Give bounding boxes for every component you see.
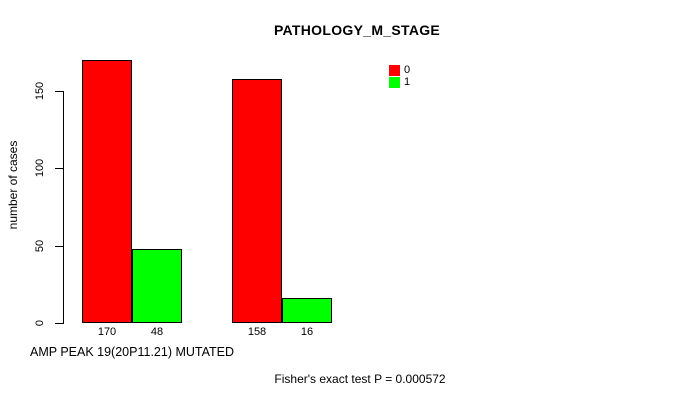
y-axis-tick-label: 50 — [34, 239, 46, 253]
y-axis-tick-label: 150 — [34, 81, 46, 101]
legend-item-0: 0 — [389, 64, 410, 76]
x-axis-title: AMP PEAK 19(20P11.21) MUTATED — [30, 345, 235, 359]
bar-series-0-group-1 — [82, 60, 132, 323]
bar-series-1-group-1 — [132, 249, 182, 323]
bar-series-1-group-2 — [282, 298, 332, 323]
y-axis-tick-label: 0 — [34, 319, 46, 327]
legend-item-1: 1 — [389, 76, 410, 88]
bar-value-label: 48 — [150, 326, 164, 338]
legend: 0 1 — [389, 64, 410, 88]
bar-value-label: 170 — [97, 326, 117, 338]
y-axis-tick — [55, 91, 63, 92]
y-axis-line — [63, 91, 64, 324]
y-axis-tick — [55, 168, 63, 169]
y-axis-tick — [55, 246, 63, 247]
fisher-test-annotation: Fisher's exact test P = 0.000572 — [274, 372, 446, 386]
bar-value-label: 16 — [300, 326, 314, 338]
legend-swatch-red — [389, 64, 400, 76]
y-axis-tick — [55, 323, 63, 324]
y-axis-tick-label: 100 — [34, 158, 46, 178]
chart-title: PATHOLOGY_M_STAGE — [273, 22, 441, 38]
bar-value-label: 158 — [247, 326, 267, 338]
legend-swatch-green — [389, 76, 400, 88]
y-axis-title: number of cases — [6, 140, 20, 230]
legend-label-0: 0 — [404, 63, 411, 76]
legend-label-1: 1 — [404, 75, 411, 88]
bar-series-0-group-2 — [232, 79, 282, 323]
